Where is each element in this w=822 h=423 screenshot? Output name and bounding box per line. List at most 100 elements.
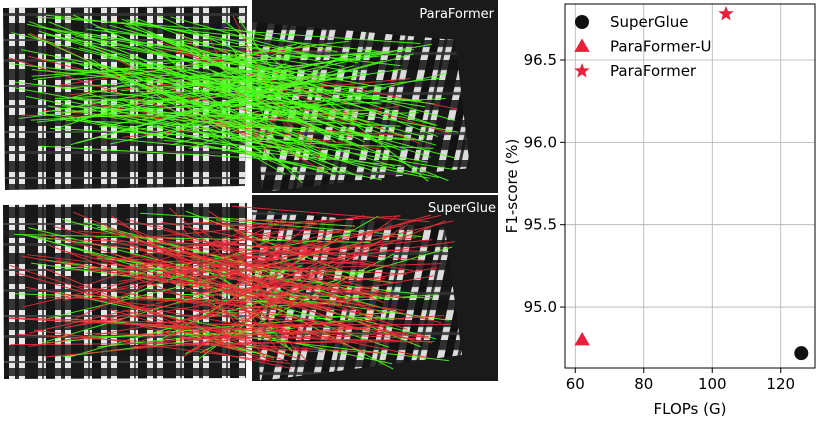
match-line <box>119 301 423 336</box>
match-line <box>18 74 364 120</box>
match-line <box>170 118 410 141</box>
match-line <box>195 347 292 369</box>
y-tick-label: 96.0 <box>524 133 557 151</box>
y-axis-label: F1-score (%) <box>503 139 521 234</box>
match-line <box>232 228 343 252</box>
match-line <box>163 139 306 150</box>
match-line <box>48 105 327 157</box>
match-line <box>170 263 442 274</box>
match-line <box>96 121 303 156</box>
y-tick-label: 96.5 <box>524 51 557 69</box>
match-line <box>105 98 319 106</box>
match-line <box>162 255 307 342</box>
match-line <box>85 242 397 284</box>
match-line <box>93 241 456 294</box>
match-line <box>44 32 426 138</box>
match-line <box>221 19 429 182</box>
match-line <box>237 16 275 74</box>
match-line <box>48 244 272 330</box>
panel-label-superglue: SuperGlue <box>428 201 496 216</box>
match-line <box>190 291 300 355</box>
match-line <box>29 272 289 334</box>
match-line <box>183 218 283 224</box>
match-line <box>75 53 414 144</box>
match-line <box>158 239 345 260</box>
match-line <box>57 259 331 309</box>
x-tick-label: 100 <box>698 375 727 393</box>
match-line <box>110 257 408 275</box>
match-line <box>173 68 437 146</box>
match-line <box>150 288 433 344</box>
match-line <box>11 32 332 114</box>
match-line <box>78 230 425 261</box>
match-line <box>85 332 402 342</box>
match-line <box>154 224 385 304</box>
match-line <box>52 225 442 324</box>
match-line <box>66 43 298 100</box>
match-line <box>221 215 401 227</box>
match-line <box>231 205 430 223</box>
x-tick-label: 60 <box>566 375 585 393</box>
match-line <box>31 49 414 77</box>
match-line <box>67 267 438 328</box>
match-line <box>27 33 342 175</box>
match-line <box>64 269 329 329</box>
match-line <box>192 117 422 141</box>
point-superglue <box>794 346 809 361</box>
legend-label-paraformer-u: ParaFormer-U <box>610 38 712 56</box>
match-line <box>87 92 335 166</box>
match-line <box>127 241 288 336</box>
match-line <box>155 228 357 250</box>
match-line <box>200 229 278 286</box>
match-line <box>141 249 383 267</box>
match-line <box>204 82 422 102</box>
match-line <box>172 295 374 323</box>
match-line <box>75 35 297 84</box>
match-line <box>98 112 419 117</box>
plot-frame <box>564 3 816 369</box>
panel-label-paraformer: ParaFormer <box>419 7 494 22</box>
legend-marker-paraformer <box>574 62 590 78</box>
match-line <box>70 65 355 146</box>
match-line <box>214 342 379 354</box>
match-line <box>22 230 343 308</box>
match-line <box>116 53 399 88</box>
match-line <box>233 50 282 155</box>
match-line <box>121 18 378 143</box>
y-tick-label: 95.0 <box>524 298 557 316</box>
match-line <box>115 238 377 294</box>
match-line <box>109 309 288 362</box>
match-lines-bottom <box>8 205 456 370</box>
match-line <box>188 107 292 150</box>
match-line <box>15 272 286 352</box>
x-tick-label: 80 <box>634 375 653 393</box>
match-line <box>45 268 266 362</box>
match-line <box>163 75 315 89</box>
match-line <box>160 221 375 264</box>
match-line <box>41 145 286 161</box>
point-paraformer <box>718 5 734 21</box>
match-line <box>90 254 400 299</box>
match-line <box>181 227 279 351</box>
match-line <box>115 221 297 300</box>
match-line <box>152 244 316 278</box>
match-line <box>161 315 445 335</box>
y-tick-label: 95.5 <box>524 216 557 234</box>
match-line <box>235 284 308 362</box>
match-line <box>60 249 281 304</box>
data-marks <box>574 5 809 361</box>
match-line <box>88 61 456 159</box>
match-line <box>101 320 449 362</box>
match-line <box>108 215 365 262</box>
match-line <box>41 58 292 89</box>
match-line <box>215 219 422 238</box>
match-line <box>50 127 326 143</box>
legend: SuperGlue ParaFormer-U ParaFormer <box>574 13 712 80</box>
match-line <box>158 246 408 330</box>
match-line <box>110 215 307 345</box>
match-line <box>38 112 382 181</box>
panel-bottom: SuperGlue <box>0 195 498 381</box>
match-line <box>113 239 433 271</box>
match-line <box>120 69 360 178</box>
